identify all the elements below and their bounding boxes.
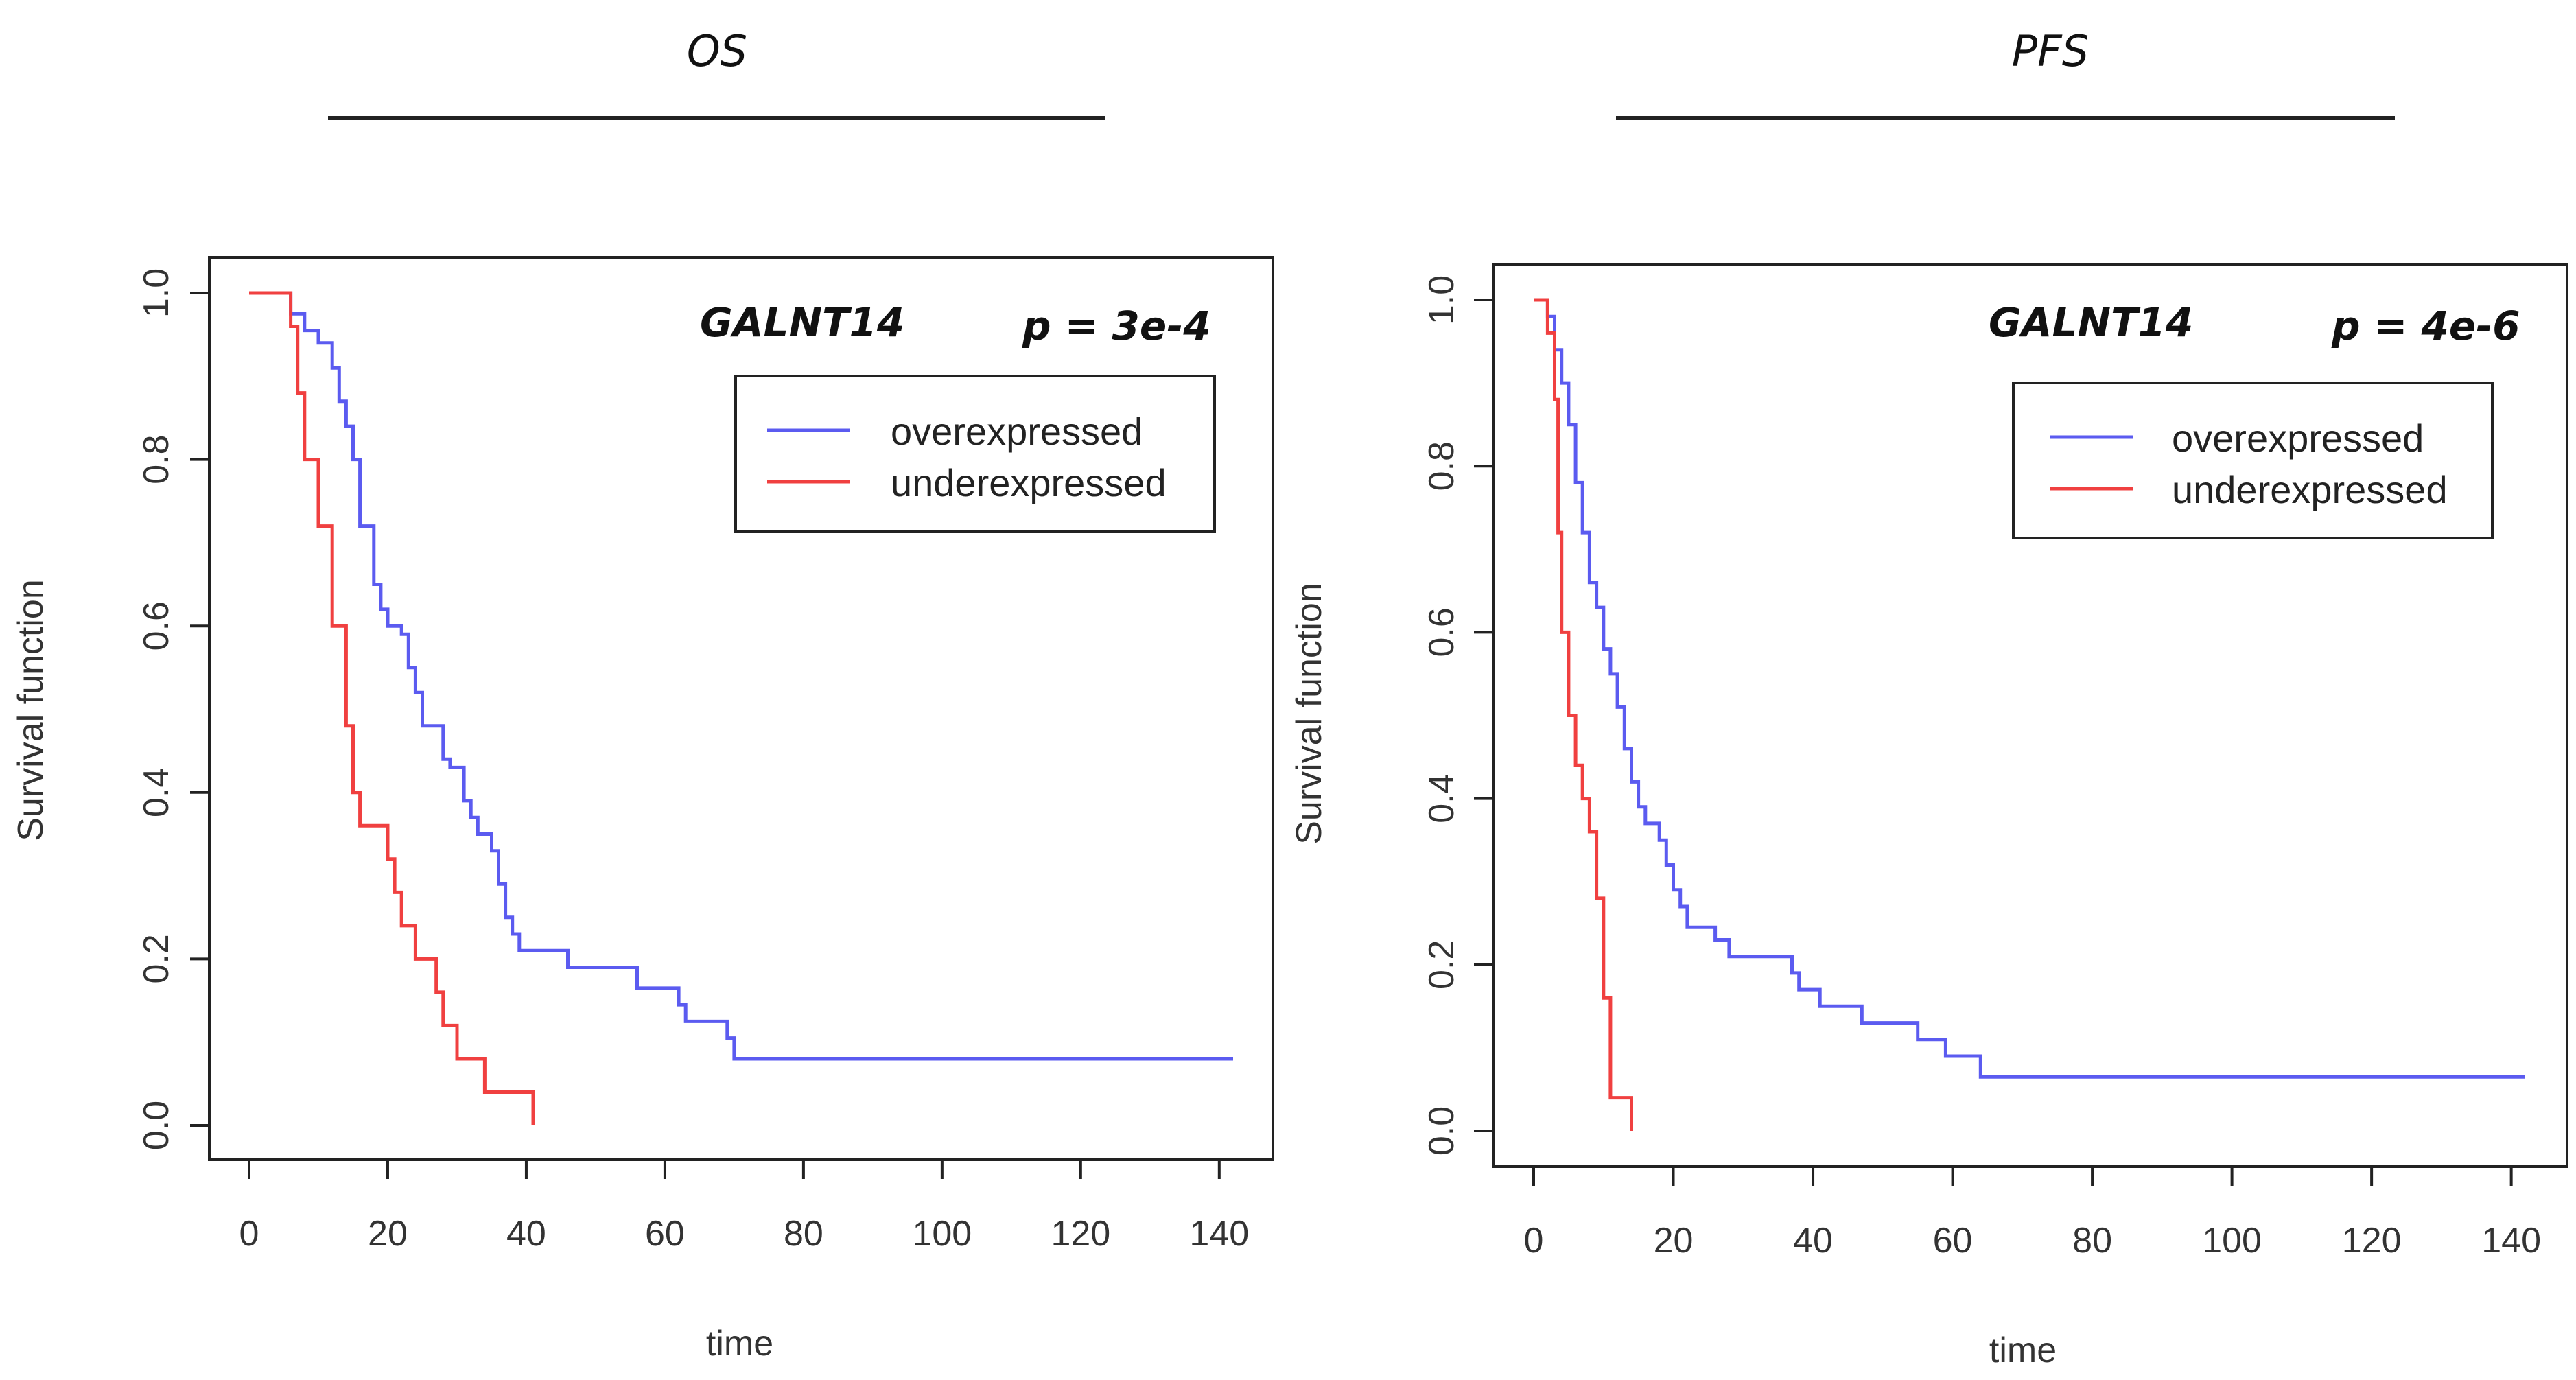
pfs-y-tick-label: 0.4 [1422,773,1462,823]
os-x-tick-label: 80 [784,1214,823,1254]
pfs-legend: overexpressed underexpressed [2012,382,2494,539]
pfs-header: PFS [2012,26,2089,76]
os-y-tick-label: 0.4 [137,768,176,817]
os-legend-underexpressed: underexpressed [891,461,1167,504]
os-y-tick-label: 0.8 [137,434,176,484]
os-header: OS [687,26,747,76]
pfs-panel: PFS GALNT14 p = 4e-6 overexpressed under… [1289,26,2568,1370]
pfs-legend-underexpressed: underexpressed [2172,468,2448,511]
os-y-axis-label: Survival function [11,579,51,841]
os-p-value: p = 3e-4 [1022,303,1211,349]
os-x-tick-label: 100 [912,1214,972,1254]
os-panel: OS GALNT14 p = 3e-4 overexpressed undere… [11,26,1274,1364]
pfs-x-tick-label: 140 [2481,1221,2541,1261]
os-series-overexpressed [249,291,1233,1061]
pfs-x-tick-label: 40 [1793,1221,1833,1261]
pfs-x-axis-label: time [1989,1331,2057,1370]
pfs-y-tick-label: 0.0 [1422,1106,1462,1156]
pfs-x-tick-label: 80 [2072,1221,2112,1261]
os-series [249,291,1233,1125]
pfs-y-axis-label: Survival function [1289,583,1329,845]
os-y-tick-label: 0.2 [137,934,176,983]
pfs-gene-label: GALNT14 [1989,299,2193,346]
os-x-tick-label: 40 [506,1214,546,1254]
os-x-tick-label: 120 [1051,1214,1110,1254]
pfs-series-overexpressed [1534,298,2525,1079]
os-y-tick-label: 0.6 [137,601,176,651]
os-axes: 0 20 40 60 80 100 120 140 0.0 0.2 0.4 0.6 0.8 1.0 [137,268,1249,1254]
pfs-x-tick-label: 20 [1654,1221,1694,1261]
pfs-y-tick-label: 0.6 [1422,607,1462,657]
os-x-axis-label: time [706,1324,773,1364]
pfs-x-tick-label: 0 [1524,1221,1544,1261]
pfs-y-tick-label: 1.0 [1422,275,1462,325]
os-series-underexpressed [249,291,535,1125]
pfs-legend-overexpressed: overexpressed [2172,417,2424,460]
os-x-tick-label: 0 [239,1214,259,1254]
pfs-x-tick-label: 60 [1933,1221,1973,1261]
os-legend-box [734,375,1216,533]
pfs-x-tick-label: 120 [2342,1221,2402,1261]
os-y-tick-label: 1.0 [137,268,176,318]
pfs-p-value: p = 4e-6 [2331,303,2520,349]
pfs-y-tick-label: 0.2 [1422,940,1462,990]
pfs-series [1534,298,2525,1131]
os-gene-label: GALNT14 [700,299,904,346]
os-x-tick-label: 20 [368,1214,408,1254]
os-x-tick-label: 60 [645,1214,685,1254]
os-y-tick-label: 0.0 [137,1101,176,1150]
pfs-y-tick-label: 0.8 [1422,441,1462,491]
os-legend: overexpressed underexpressed [734,375,1216,533]
os-x-tick-label: 140 [1189,1214,1249,1254]
os-legend-overexpressed: overexpressed [891,410,1143,453]
pfs-legend-box [2012,382,2494,539]
pfs-series-underexpressed [1534,298,1633,1131]
pfs-x-tick-label: 100 [2202,1221,2262,1261]
pfs-axes: 0 20 40 60 80 100 120 140 0.0 0.2 0.4 0.6 0.8 1.0 [1422,275,2541,1261]
